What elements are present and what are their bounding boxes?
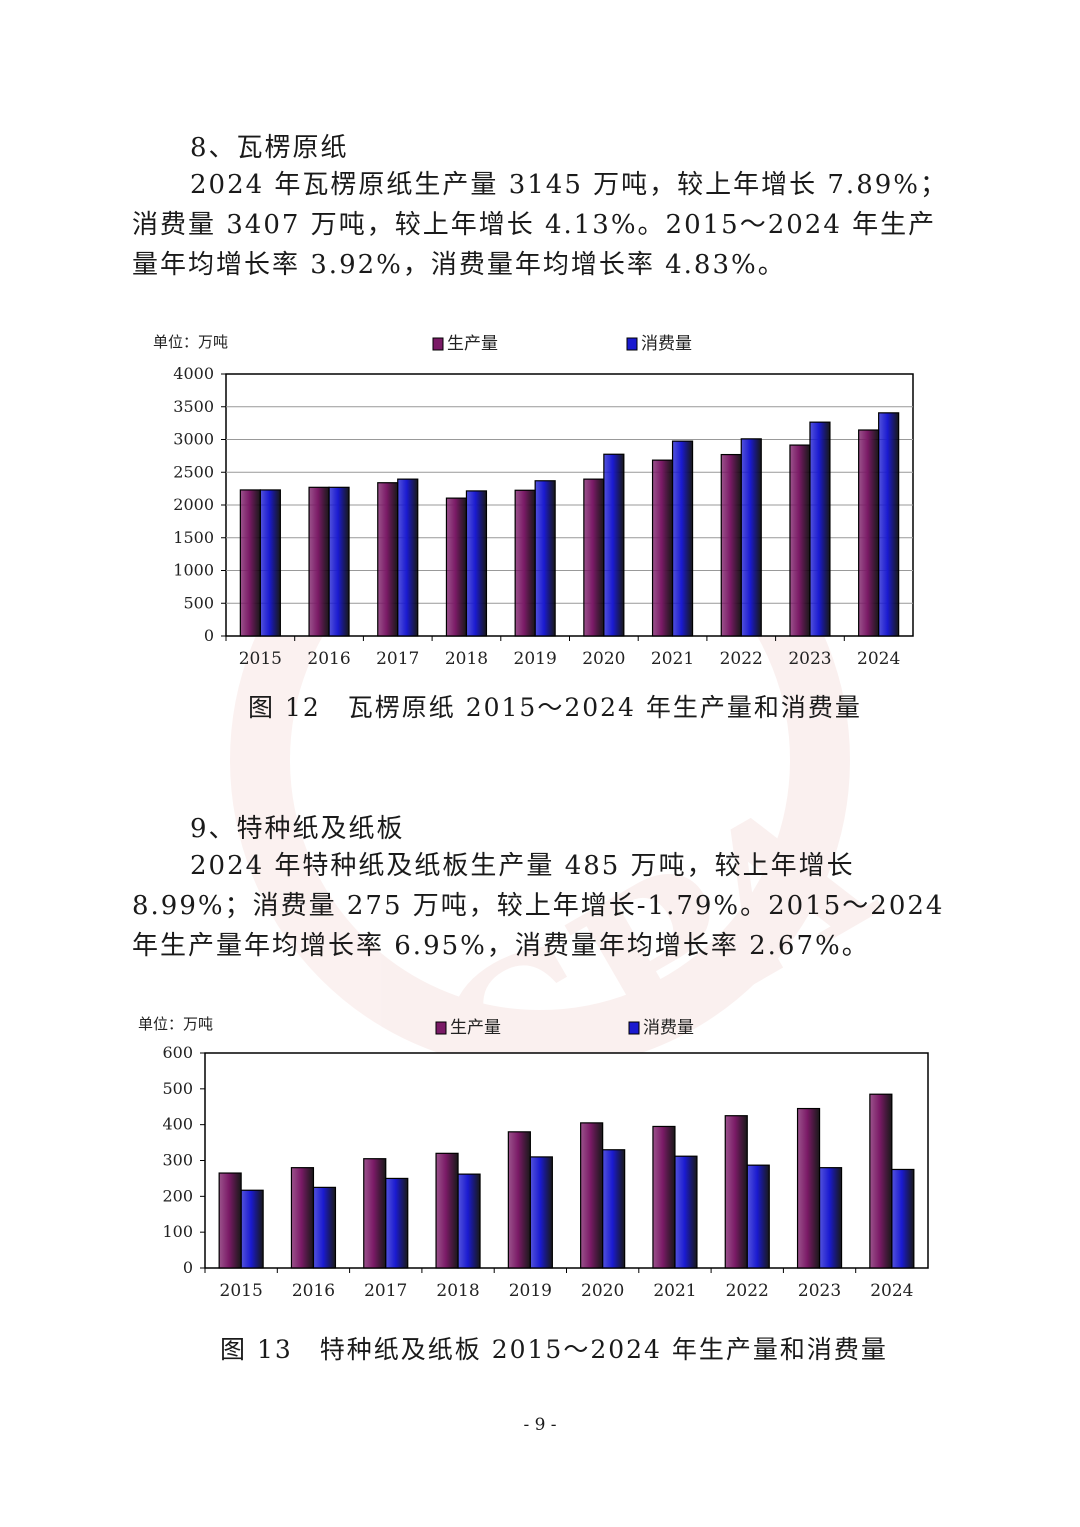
bar-production-2017 (363, 1158, 387, 1269)
bar-production-2023 (789, 444, 811, 637)
x-tick-label-2023: 2023 (798, 1281, 841, 1301)
y-tick-label: 2000 (173, 495, 214, 514)
bar-production-2018 (445, 497, 468, 637)
figure-13-caption: 图 13 特种纸及纸板 2015～2024 年生产量和消费量 (220, 1335, 888, 1364)
bar-consumption-2023 (818, 1167, 843, 1269)
bar-production-2019 (514, 489, 536, 637)
bar-consumption-2017 (397, 478, 419, 637)
y-tick-label: 1000 (173, 561, 214, 580)
bar-consumption-2024 (878, 412, 900, 637)
y-tick-label: 300 (162, 1151, 193, 1170)
bar-consumption-2018 (457, 1173, 481, 1269)
bar-production-2024 (869, 1093, 893, 1269)
bar-consumption-2015 (240, 1189, 264, 1269)
y-tick-label: 500 (183, 593, 214, 612)
bar-production-2017 (377, 482, 399, 637)
x-tick-label-2015: 2015 (220, 1281, 263, 1301)
y-tick-label: 0 (183, 1258, 193, 1277)
x-tick-label-2021: 2021 (651, 649, 694, 669)
bar-consumption-2019 (534, 480, 556, 637)
unit-label: 单位：万吨 (153, 333, 228, 351)
y-tick-label: 600 (162, 1043, 193, 1062)
x-tick-label-2018: 2018 (445, 649, 488, 669)
x-tick-label-2020: 2020 (581, 1281, 624, 1301)
legend-swatch-0 (435, 1021, 447, 1035)
legend-swatch-1 (626, 337, 638, 351)
x-tick-label-2017: 2017 (364, 1281, 407, 1301)
x-tick-label-2023: 2023 (788, 649, 831, 669)
bar-production-2016 (290, 1167, 315, 1269)
page-number: - 9 - (523, 1415, 557, 1435)
bar-consumption-2015 (259, 489, 281, 637)
x-tick-label-2016: 2016 (292, 1281, 335, 1301)
bar-consumption-2023 (809, 421, 831, 637)
bar-production-2019 (507, 1131, 531, 1269)
bar-consumption-2022 (740, 438, 762, 637)
x-tick-label-2022: 2022 (720, 649, 763, 669)
bar-production-2022 (724, 1115, 748, 1269)
bar-consumption-2020 (603, 453, 625, 637)
x-tick-label-2019: 2019 (514, 649, 557, 669)
bar-consumption-2022 (746, 1164, 770, 1269)
bar-production-2023 (796, 1107, 821, 1269)
legend-label-0: 生产量 (450, 1018, 501, 1038)
legend-label-1: 消费量 (641, 334, 692, 354)
bar-production-2015 (218, 1172, 242, 1269)
bar-production-2015 (239, 489, 261, 637)
section-9-paragraph: 2024 年特种纸及纸板生产量 485 万吨，较上年增长 8.99%；消费量 2… (132, 851, 945, 961)
x-tick-label-2017: 2017 (376, 649, 419, 669)
bar-production-2020 (583, 478, 605, 637)
x-tick-label-2024: 2024 (870, 1281, 913, 1301)
y-tick-label: 3500 (173, 397, 214, 416)
x-tick-label-2022: 2022 (726, 1281, 769, 1301)
bar-production-2021 (651, 459, 674, 637)
y-tick-label: 2500 (173, 462, 214, 481)
x-tick-label-2020: 2020 (582, 649, 625, 669)
section-8-heading: 8、瓦楞原纸 (190, 133, 349, 163)
y-tick-label: 200 (162, 1186, 193, 1205)
y-tick-label: 0 (204, 626, 214, 645)
unit-label: 单位：万吨 (138, 1015, 213, 1033)
section-9-heading: 9、特种纸及纸板 (190, 814, 405, 844)
bar-consumption-2019 (529, 1156, 553, 1269)
bar-consumption-2016 (312, 1186, 337, 1269)
bar-production-2021 (652, 1125, 676, 1269)
x-tick-label-2021: 2021 (653, 1281, 696, 1301)
bar-consumption-2021 (671, 440, 694, 637)
legend-label-1: 消费量 (643, 1018, 694, 1038)
x-tick-label-2019: 2019 (509, 1281, 552, 1301)
bar-production-2016 (308, 486, 330, 637)
bar-consumption-2024 (891, 1168, 915, 1269)
x-tick-label-2015: 2015 (239, 649, 282, 669)
y-tick-label: 400 (162, 1115, 193, 1134)
chart-corrugated-paper: 单位：万吨 生产量 消费量 0 500 1000 1500 2000 2500 3000 3500 4… (153, 333, 914, 669)
section-8-paragraph: 2024 年瓦楞原纸生产量 3145 万吨，较上年增长 7.89%；消费量 34… (132, 170, 948, 280)
x-tick-label-2018: 2018 (436, 1281, 479, 1301)
x-tick-label-2016: 2016 (307, 649, 350, 669)
legend-swatch-0 (432, 337, 444, 351)
y-tick-label: 4000 (173, 364, 214, 383)
y-tick-label: 3000 (173, 430, 214, 449)
legend-swatch-1 (628, 1021, 640, 1035)
bar-production-2018 (435, 1152, 459, 1269)
bar-consumption-2017 (385, 1177, 409, 1269)
legend-label-0: 生产量 (447, 334, 498, 354)
bar-consumption-2018 (465, 490, 488, 637)
bar-consumption-2020 (602, 1149, 626, 1269)
x-tick-label-2024: 2024 (857, 649, 900, 669)
y-tick-label: 100 (162, 1222, 193, 1241)
y-tick-label: 500 (162, 1079, 193, 1098)
bar-production-2022 (720, 453, 742, 637)
bar-production-2020 (580, 1122, 604, 1269)
y-tick-label: 1500 (173, 528, 214, 547)
bar-production-2024 (858, 429, 880, 637)
bar-consumption-2021 (674, 1155, 698, 1269)
chart-specialty-paper: 单位：万吨 生产量 消费量 0 100 200 300 400 500 600 2015 2016 20… (138, 1015, 929, 1301)
figure-12-caption: 图 12 瓦楞原纸 2015～2024 年生产量和消费量 (248, 693, 862, 722)
bar-consumption-2016 (328, 486, 350, 637)
